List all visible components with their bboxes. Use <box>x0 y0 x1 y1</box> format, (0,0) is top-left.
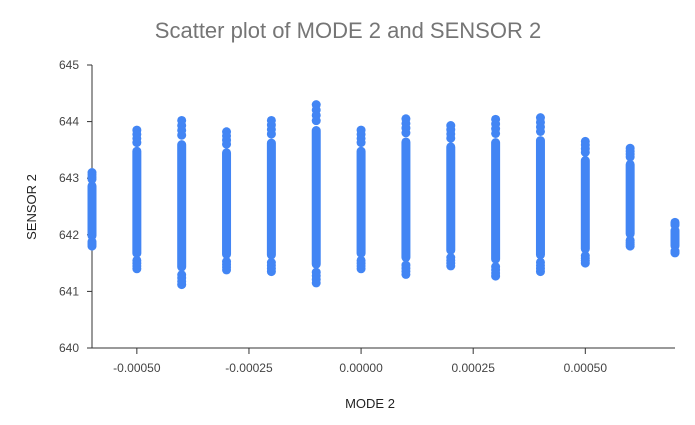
data-point <box>446 258 456 268</box>
data-point-cluster <box>132 146 142 258</box>
chart-title: Scatter plot of MODE 2 and SENSOR 2 <box>155 18 541 43</box>
data-point-cluster <box>535 136 545 260</box>
data-point <box>670 220 680 230</box>
data-point <box>177 276 187 286</box>
data-point <box>311 274 321 284</box>
point-column <box>670 217 680 258</box>
data-point <box>670 247 680 257</box>
y-tick-label: 642 <box>59 228 79 242</box>
point-column <box>132 125 142 274</box>
data-point <box>132 261 142 271</box>
x-axis-label: MODE 2 <box>345 396 395 411</box>
data-point <box>266 129 276 139</box>
data-point-cluster <box>446 142 456 255</box>
data-point <box>580 147 590 157</box>
data-point <box>222 262 232 272</box>
point-column <box>356 125 366 274</box>
point-column <box>222 127 232 275</box>
x-tick-label: 0.00000 <box>339 361 383 375</box>
data-point <box>491 128 501 138</box>
data-point <box>625 239 635 249</box>
data-point-cluster <box>87 181 97 241</box>
data-point-cluster <box>356 146 366 258</box>
data-point <box>625 152 635 162</box>
point-column <box>87 168 97 251</box>
point-column <box>535 113 545 277</box>
data-point <box>177 130 187 140</box>
data-point <box>580 256 590 266</box>
data-point-cluster <box>222 148 232 259</box>
data-point <box>132 138 142 148</box>
data-point <box>222 139 232 149</box>
x-tick-label: 0.00025 <box>451 361 495 375</box>
y-tick-label: 644 <box>59 115 79 129</box>
data-point <box>491 268 501 278</box>
point-column <box>177 115 187 290</box>
data-point-cluster <box>177 140 187 272</box>
point-column <box>446 121 456 271</box>
y-tick-label: 641 <box>59 284 79 298</box>
data-point <box>401 128 411 138</box>
data-point <box>446 133 456 143</box>
y-tick-label: 645 <box>59 58 79 72</box>
data-point <box>401 266 411 276</box>
data-point-cluster <box>266 138 276 260</box>
point-column <box>625 143 635 251</box>
data-point <box>311 116 321 126</box>
data-point-cluster <box>625 159 635 239</box>
y-axis-label: SENSOR 2 <box>24 174 39 240</box>
y-tick-label: 643 <box>59 171 79 185</box>
data-point <box>535 264 545 274</box>
point-column <box>311 100 321 288</box>
axes: 640 641 642 643 644 645 -0.00050 -0.00025 0.0000… <box>59 58 675 375</box>
data-point <box>87 240 97 250</box>
data-point-cluster <box>491 138 501 264</box>
point-column <box>401 114 411 279</box>
y-tick-label: 640 <box>59 341 79 355</box>
data-point-cluster <box>580 156 590 254</box>
data-point <box>356 138 366 148</box>
data-point-cluster <box>401 137 411 262</box>
data-point-cluster <box>670 226 680 251</box>
point-column <box>266 115 276 277</box>
x-tick-label: 0.00050 <box>564 361 608 375</box>
x-tick-label: -0.00025 <box>225 361 273 375</box>
point-column <box>491 114 501 281</box>
data-points <box>87 100 680 290</box>
data-point <box>87 174 97 184</box>
data-point <box>535 126 545 136</box>
data-point-cluster <box>311 126 321 269</box>
point-column <box>580 136 590 268</box>
data-point <box>356 261 366 271</box>
data-point <box>266 264 276 274</box>
x-tick-label: -0.00050 <box>113 361 161 375</box>
